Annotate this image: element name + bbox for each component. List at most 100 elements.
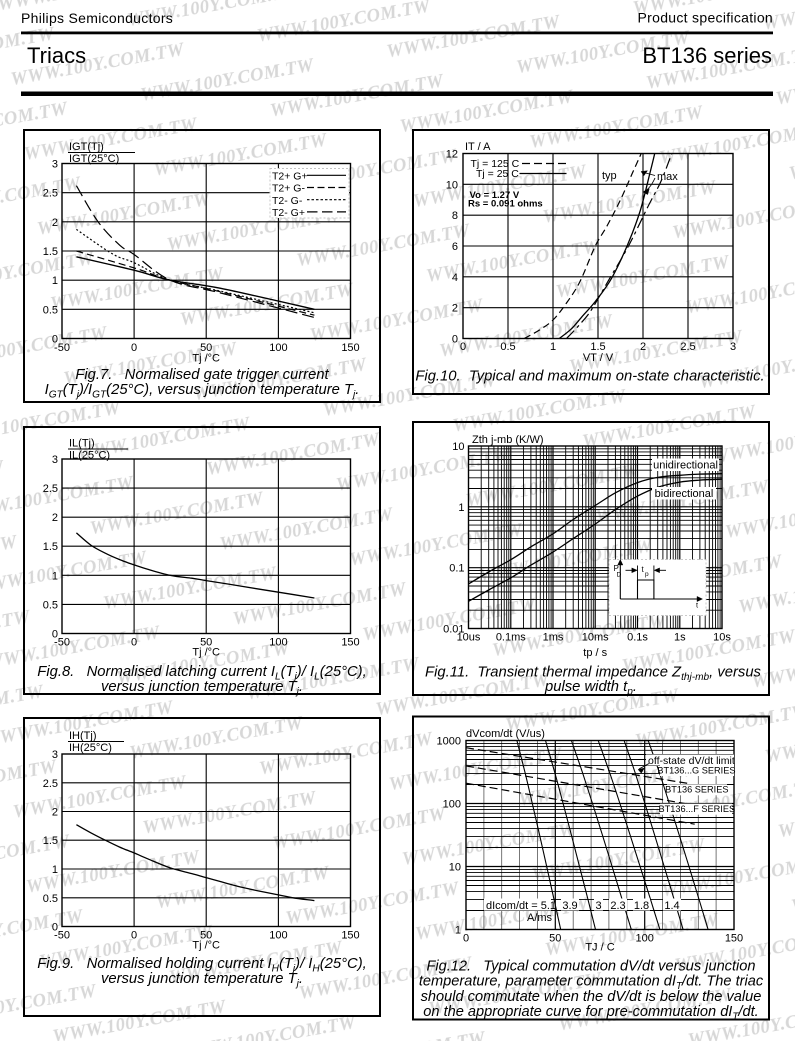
svg-text:pulse width tp​.: pulse width tp​. xyxy=(544,679,637,698)
svg-text:3: 3 xyxy=(52,749,58,761)
svg-text:IT / A: IT / A xyxy=(465,141,491,153)
svg-text:1: 1 xyxy=(455,925,461,937)
svg-text:IH(Tj): IH(Tj) xyxy=(69,730,97,742)
svg-text:Philips Semiconductors: Philips Semiconductors xyxy=(21,10,173,26)
svg-text:should commutate when the dV/d: should commutate when the dV/dt is below… xyxy=(421,989,762,1005)
svg-text:1.8: 1.8 xyxy=(634,900,649,912)
svg-text:0: 0 xyxy=(452,334,458,346)
svg-text:1.5: 1.5 xyxy=(43,246,58,258)
svg-text:BT136...G SERIES: BT136...G SERIES xyxy=(657,765,735,775)
svg-text:0.5: 0.5 xyxy=(43,599,58,611)
svg-text:2.5: 2.5 xyxy=(43,188,58,200)
svg-text:p: p xyxy=(645,571,649,578)
svg-text:1.5: 1.5 xyxy=(590,341,605,353)
svg-text:10s: 10s xyxy=(713,632,731,644)
svg-text:on the appropriate curve for p: on the appropriate curve for pre-commuta… xyxy=(423,1004,758,1023)
svg-text:8: 8 xyxy=(452,210,458,222)
svg-text:versus junction temperature Tj: versus junction temperature Tj​. xyxy=(101,679,303,698)
svg-text:0.1ms: 0.1ms xyxy=(496,632,526,644)
svg-text:T2- G-: T2- G- xyxy=(272,195,303,207)
svg-text:3: 3 xyxy=(730,341,736,353)
svg-text:temperature, parameter commuta: temperature, parameter commutation dIT​/… xyxy=(419,974,764,993)
svg-text:IL(Tj): IL(Tj) xyxy=(69,438,95,450)
svg-text:50: 50 xyxy=(200,930,212,942)
svg-text:12: 12 xyxy=(446,149,458,161)
svg-text:dIcom/dt = 5.1: dIcom/dt = 5.1 xyxy=(486,900,556,912)
svg-text:TJ / C: TJ / C xyxy=(585,942,614,954)
svg-text:-50: -50 xyxy=(54,637,70,649)
svg-text:50: 50 xyxy=(200,637,212,649)
svg-text:T2+ G+: T2+ G+ xyxy=(272,171,308,183)
svg-text:BT136 SERIES: BT136 SERIES xyxy=(665,785,728,795)
svg-text:IGT(Tj): IGT(Tj) xyxy=(69,141,104,153)
svg-text:Tj /°C: Tj /°C xyxy=(192,353,220,365)
svg-text:0: 0 xyxy=(131,637,137,649)
svg-text:Vo = 1.27 V: Vo = 1.27 V xyxy=(470,190,520,201)
svg-text:Triacs: Triacs xyxy=(27,43,86,68)
svg-text:0: 0 xyxy=(131,342,137,354)
svg-text:t: t xyxy=(642,565,645,574)
svg-text:150: 150 xyxy=(725,933,743,945)
svg-text:100: 100 xyxy=(636,933,654,945)
svg-text:A/ms: A/ms xyxy=(527,912,553,924)
svg-text:0: 0 xyxy=(52,334,58,346)
svg-text:Tj = 25 C: Tj = 25 C xyxy=(476,168,519,180)
svg-text:bidirectional: bidirectional xyxy=(655,488,714,500)
svg-text:100: 100 xyxy=(443,799,461,811)
svg-text:2: 2 xyxy=(52,512,58,524)
svg-text:Tj = 125 C: Tj = 125 C xyxy=(471,158,520,170)
svg-text:100: 100 xyxy=(269,342,287,354)
svg-text:2: 2 xyxy=(640,341,646,353)
svg-text:IL(25°C): IL(25°C) xyxy=(69,450,110,462)
svg-text:-50: -50 xyxy=(54,930,70,942)
svg-text:versus junction temperature Tj: versus junction temperature Tj​. xyxy=(101,971,303,990)
svg-text:3: 3 xyxy=(52,159,58,171)
svg-text:50: 50 xyxy=(549,933,561,945)
svg-text:2: 2 xyxy=(52,217,58,229)
svg-text:1s: 1s xyxy=(674,632,686,644)
svg-text:10: 10 xyxy=(446,179,458,191)
svg-text:0.5: 0.5 xyxy=(43,304,58,316)
svg-text:10ms: 10ms xyxy=(582,632,609,644)
svg-text:typ: typ xyxy=(602,170,617,182)
svg-text:0.1: 0.1 xyxy=(449,563,464,575)
svg-text:max: max xyxy=(657,171,678,183)
svg-text:IH(25°C): IH(25°C) xyxy=(69,742,112,754)
svg-text:dVcom/dt (V/us): dVcom/dt (V/us) xyxy=(466,728,545,740)
svg-text:150: 150 xyxy=(341,930,359,942)
svg-text:0.5: 0.5 xyxy=(500,341,515,353)
svg-text:0.1s: 0.1s xyxy=(627,632,648,644)
svg-text:3.9: 3.9 xyxy=(562,900,577,912)
svg-text:tp / s: tp / s xyxy=(583,647,607,659)
svg-text:3: 3 xyxy=(595,900,601,912)
svg-text:1.4: 1.4 xyxy=(664,900,679,912)
svg-text:1.5: 1.5 xyxy=(43,541,58,553)
svg-text:1: 1 xyxy=(458,502,464,514)
svg-text:0: 0 xyxy=(131,930,137,942)
svg-text:P: P xyxy=(614,564,619,573)
svg-text:IGT(25°C): IGT(25°C) xyxy=(69,153,119,165)
svg-text:100: 100 xyxy=(269,637,287,649)
svg-text:IGT​(Tj​)/IGT​(25°C), versus j: IGT​(Tj​)/IGT​(25°C), versus junction te… xyxy=(45,382,360,401)
svg-text:Fig.7. Normalised gate trigg: Fig.7. Normalised gate trigger current xyxy=(75,367,329,383)
svg-text:1: 1 xyxy=(550,341,556,353)
svg-text:1.5: 1.5 xyxy=(43,835,58,847)
svg-text:2: 2 xyxy=(452,303,458,315)
svg-text:150: 150 xyxy=(341,637,359,649)
svg-text:off-state dV/dt limit: off-state dV/dt limit xyxy=(648,755,735,767)
svg-text:T2+ G-: T2+ G- xyxy=(272,183,305,195)
svg-text:0: 0 xyxy=(52,922,58,934)
svg-text:1: 1 xyxy=(52,570,58,582)
svg-text:2.5: 2.5 xyxy=(680,341,695,353)
svg-text:0.01: 0.01 xyxy=(443,624,464,636)
svg-text:2.3: 2.3 xyxy=(610,900,625,912)
svg-text:Fig.9. Normalised holding cu: Fig.9. Normalised holding current IH​(Tj… xyxy=(37,956,367,975)
svg-text:6: 6 xyxy=(452,241,458,253)
svg-text:3: 3 xyxy=(52,454,58,466)
svg-text:Fig.10. Typical and maximum o: Fig.10. Typical and maximum on-state cha… xyxy=(415,369,764,385)
svg-text:100: 100 xyxy=(269,930,287,942)
svg-text:0.5: 0.5 xyxy=(43,893,58,905)
svg-text:unidirectional: unidirectional xyxy=(653,460,718,472)
svg-text:T2- G+: T2- G+ xyxy=(272,207,305,219)
svg-text:10us: 10us xyxy=(457,632,481,644)
